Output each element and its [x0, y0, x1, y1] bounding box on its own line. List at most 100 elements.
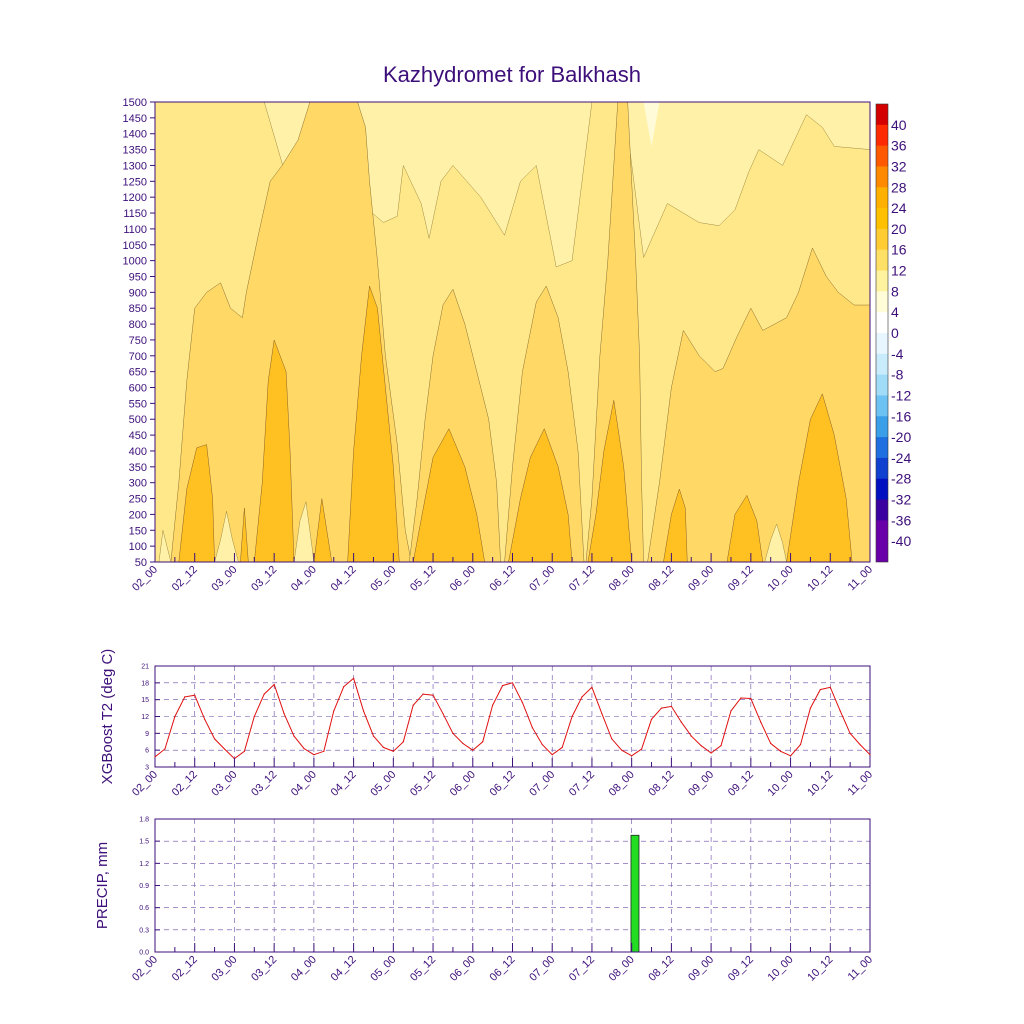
colorbar-label: 16	[891, 242, 907, 258]
y-tick-label: 1500	[123, 97, 147, 109]
wind-barb	[869, 212, 870, 214]
precip-x-tick-label: 05_00	[368, 954, 398, 984]
colorbar-swatch	[876, 353, 888, 376]
wind-barb	[155, 102, 156, 103]
t2-point	[819, 688, 821, 691]
y-tick-label: 1300	[123, 160, 147, 172]
t2-point	[780, 750, 782, 752]
t2-point	[670, 705, 672, 708]
y-tick-label: 400	[129, 446, 147, 458]
t2-point	[511, 682, 514, 684]
wind-barb	[869, 545, 870, 547]
wind-barb	[870, 95, 875, 102]
colorbar-swatch	[876, 270, 888, 292]
precip-y-tick-label: 0.3	[139, 927, 149, 934]
wind-barb	[790, 102, 791, 103]
t2-point	[293, 735, 295, 737]
t2-point	[710, 752, 712, 754]
colorbar-label: 20	[891, 221, 907, 237]
precip-x-tick-label: 06_00	[448, 954, 478, 984]
wind-barb	[353, 102, 354, 103]
t2-x-tick-label: 04_12	[329, 769, 359, 799]
precip-x-tick-label: 03_12	[249, 954, 279, 984]
wind-barb	[274, 102, 275, 103]
wind-barb	[711, 102, 712, 103]
wind-barb	[869, 466, 870, 467]
t2-point	[551, 754, 553, 756]
t2-point	[581, 696, 583, 698]
colorbar-label: -40	[891, 533, 911, 549]
t2-point	[631, 755, 633, 757]
t2-point	[730, 710, 732, 712]
wind-barb	[869, 244, 870, 245]
precip-x-tick-label: 04_00	[289, 954, 319, 984]
y-tick-label: 300	[129, 478, 147, 490]
colorbar-swatch	[876, 499, 888, 521]
wind-barb	[869, 117, 870, 118]
t2-x-tick-label: 08_12	[646, 769, 676, 799]
precip-y-tick-label: 0.6	[139, 905, 149, 912]
y-tick-label: 650	[129, 367, 147, 379]
heatmap-x-tick-label: 07_00	[527, 564, 557, 594]
wind-barb	[869, 196, 870, 198]
wind-barb	[492, 102, 494, 103]
y-tick-label: 700	[129, 351, 147, 363]
field-4-to-8	[643, 102, 660, 147]
precip-x-tick-label: 07_00	[527, 954, 557, 984]
colorbar-label: 36	[891, 138, 907, 154]
t2-point	[849, 732, 851, 734]
wind-barb	[869, 291, 870, 293]
colorbar-label: 12	[891, 263, 907, 279]
t2-point	[789, 755, 792, 757]
t2-y-tick-label: 21	[141, 664, 149, 671]
t2-series-line	[154, 677, 871, 760]
wind-barb	[869, 149, 870, 150]
t2-point	[531, 727, 533, 729]
wind-barb	[472, 102, 474, 103]
heatmap-x-tick-label: 05_00	[368, 564, 398, 594]
colorbar-swatch	[876, 104, 888, 126]
colorbar-label: 24	[891, 200, 907, 216]
colorbar-label: -24	[891, 450, 911, 466]
wind-barb	[869, 434, 870, 436]
t2-point	[591, 686, 593, 688]
precip-x-tick-label: 11_00	[846, 954, 876, 984]
t2-point	[690, 735, 692, 737]
wind-barb	[552, 102, 553, 103]
y-tick-label: 600	[129, 383, 147, 395]
t2-point	[720, 745, 722, 747]
t2-point	[392, 750, 394, 752]
t2-point	[273, 683, 275, 686]
colorbar-label: 40	[891, 117, 907, 133]
t2-y-tick-label: 6	[145, 748, 149, 755]
t2-point	[174, 715, 176, 718]
t2-point	[333, 710, 335, 712]
y-tick-label: 250	[129, 494, 147, 506]
t2-point	[700, 745, 702, 747]
heatmap-x-tick-label: 08_00	[607, 564, 637, 594]
colorbar-swatch	[876, 416, 888, 438]
field-20-to-24	[347, 285, 400, 563]
colorbar-label: -36	[891, 512, 911, 528]
wind-barb	[611, 102, 613, 103]
heatmap-x-tick-label: 05_12	[408, 564, 438, 594]
precip-x-tick-label: 07_12	[567, 954, 597, 984]
wind-barb	[869, 418, 870, 420]
t2-y-tick-label: 18	[141, 680, 149, 687]
y-tick-label: 1000	[123, 256, 147, 268]
y-tick-label: 350	[129, 462, 147, 474]
t2-point	[343, 686, 345, 688]
colorbar-label: 32	[891, 158, 907, 174]
precip-x-tick-label: 06_12	[488, 954, 518, 984]
t2-point	[164, 748, 166, 750]
t2-point	[204, 718, 206, 720]
precip-y-tick-label: 1.2	[139, 861, 149, 868]
t2-x-tick-label: 07_00	[527, 769, 557, 799]
t2-point	[839, 710, 841, 712]
wind-barb	[869, 323, 870, 325]
precip-x-tick-label: 02_00	[130, 954, 160, 984]
colorbar-swatch	[876, 520, 888, 542]
t2-point	[184, 696, 186, 698]
colorbar-swatch	[876, 249, 888, 272]
